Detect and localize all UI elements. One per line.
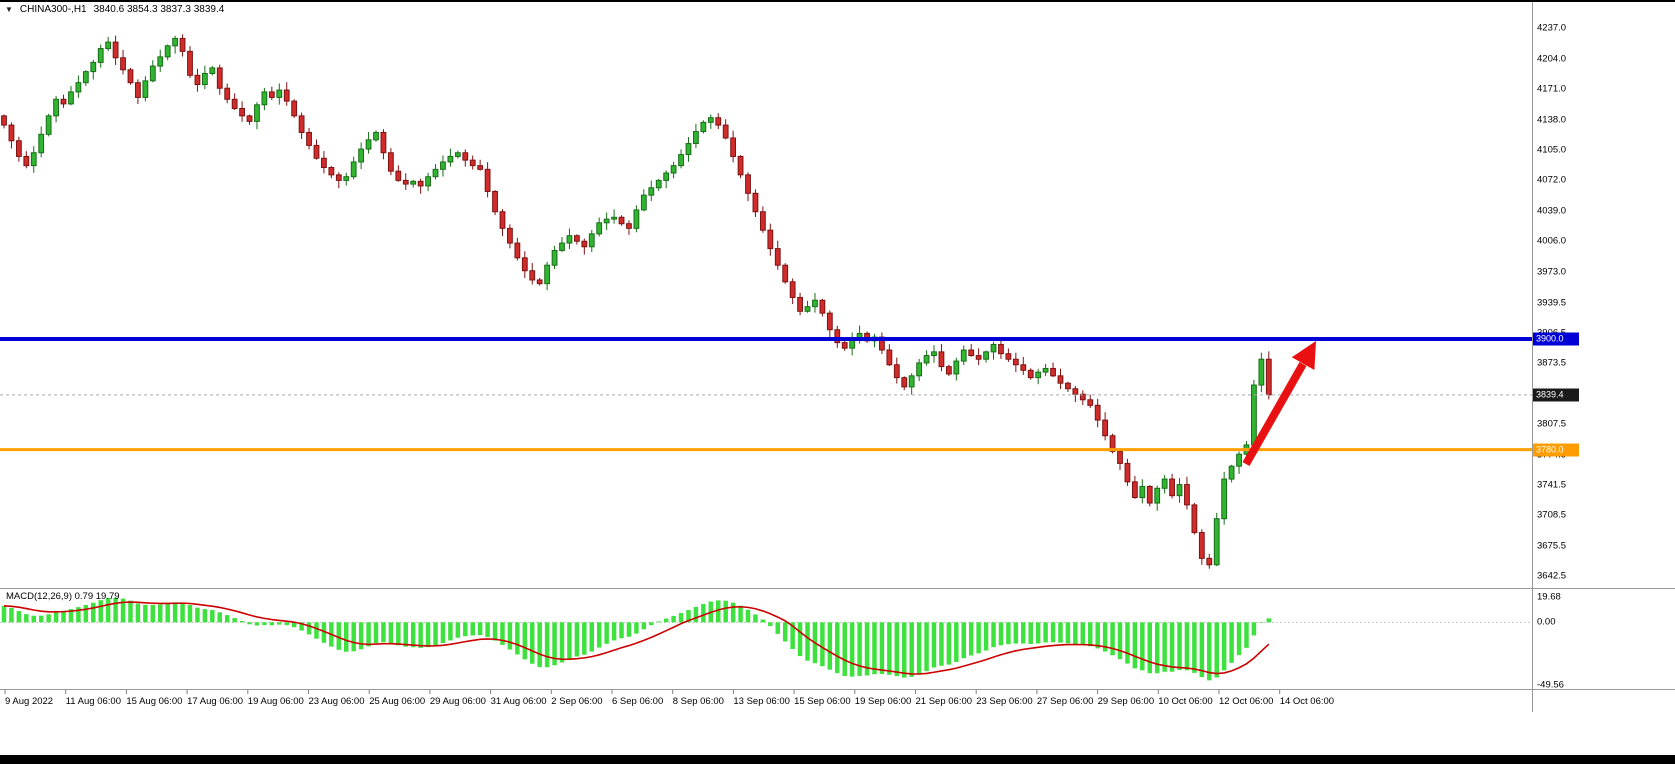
- time-axis-label: 10 Oct 06:00: [1158, 696, 1213, 707]
- time-axis-label: 2 Sep 06:00: [551, 696, 603, 707]
- window-top-edge: [0, 0, 1675, 2]
- price-axis-label: 3973.0: [1537, 266, 1567, 278]
- window-bottom-edge: [0, 755, 1675, 764]
- chart-dropdown-icon[interactable]: ▼: [5, 5, 13, 14]
- price-axis-label: 4105.0: [1537, 144, 1567, 156]
- time-axis-label: 8 Sep 06:00: [672, 696, 724, 707]
- time-axis-label: 31 Aug 06:00: [490, 696, 547, 707]
- price-axis-label: 4171.0: [1537, 83, 1567, 95]
- time-axis-label: 14 Oct 06:00: [1279, 696, 1335, 707]
- main-macd-separator[interactable]: [0, 588, 1675, 589]
- support-price-tag: 3780.0: [1533, 443, 1579, 457]
- time-axis-label: 27 Sep 06:00: [1036, 696, 1094, 707]
- price-axis-label: 3642.5: [1537, 570, 1567, 582]
- ohlc-readout: 3840.6 3854.3 3837.3 3839.4: [93, 4, 225, 15]
- price-axis-label: 4039.0: [1537, 205, 1567, 217]
- time-axis-label: 19 Aug 06:00: [247, 696, 304, 707]
- time-axis-label: 12 Oct 06:00: [1219, 696, 1274, 707]
- price-axis-label: 3741.5: [1537, 479, 1567, 491]
- time-axis-label: 9 Aug 2022: [5, 696, 54, 707]
- time-axis-label: 19 Sep 06:00: [854, 696, 912, 707]
- chart-header: ▼ CHINA300-,H1 3840.6 3854.3 3837.3 3839…: [5, 4, 224, 15]
- macd-axis-label: 19.68: [1537, 591, 1561, 603]
- price-axis-label: 3708.5: [1537, 509, 1567, 521]
- symbol-timeframe-title: CHINA300-,H1: [19, 4, 87, 15]
- time-axis-label: 29 Aug 06:00: [429, 696, 486, 707]
- resistance-price-tag: 3900.0: [1533, 332, 1579, 346]
- time-axis-label: 15 Aug 06:00: [126, 696, 183, 707]
- macd-indicator-label: MACD(12,26,9) 0.79 19.79: [6, 591, 120, 602]
- time-axis-label: 21 Sep 06:00: [915, 696, 973, 707]
- time-axis-label: 23 Sep 06:00: [976, 696, 1033, 707]
- time-axis-label: 6 Sep 06:00: [612, 696, 664, 707]
- time-axis-label: 23 Aug 06:00: [308, 696, 365, 707]
- price-axis-label: 3807.5: [1537, 418, 1567, 430]
- macd-time-separator: [0, 689, 1675, 690]
- time-axis-label: 29 Sep 06:00: [1097, 696, 1155, 707]
- price-axis-label: 4072.0: [1537, 174, 1567, 186]
- price-axis-label: 4006.0: [1537, 235, 1567, 247]
- price-axis-label: 3873.5: [1537, 357, 1567, 369]
- price-axis-border: [1532, 2, 1533, 712]
- last-price-tag: 3839.4: [1533, 388, 1579, 402]
- time-axis-label: 11 Aug 06:00: [65, 696, 121, 707]
- price-axis-label: 3675.5: [1537, 540, 1567, 552]
- time-axis-label: 13 Sep 06:00: [733, 696, 790, 707]
- macd-axis-label: -49.56: [1537, 679, 1564, 691]
- price-axis-label: 4204.0: [1537, 53, 1567, 65]
- time-axis-label: 15 Sep 06:00: [794, 696, 851, 707]
- macd-axis-label: 0.00: [1537, 616, 1556, 628]
- price-axis-label: 4138.0: [1537, 114, 1567, 126]
- time-axis-label: 17 Aug 06:00: [187, 696, 244, 707]
- time-axis-label: 25 Aug 06:00: [369, 696, 426, 707]
- price-axis-label: 3939.5: [1537, 297, 1567, 309]
- price-axis-label: 4237.0: [1537, 22, 1567, 34]
